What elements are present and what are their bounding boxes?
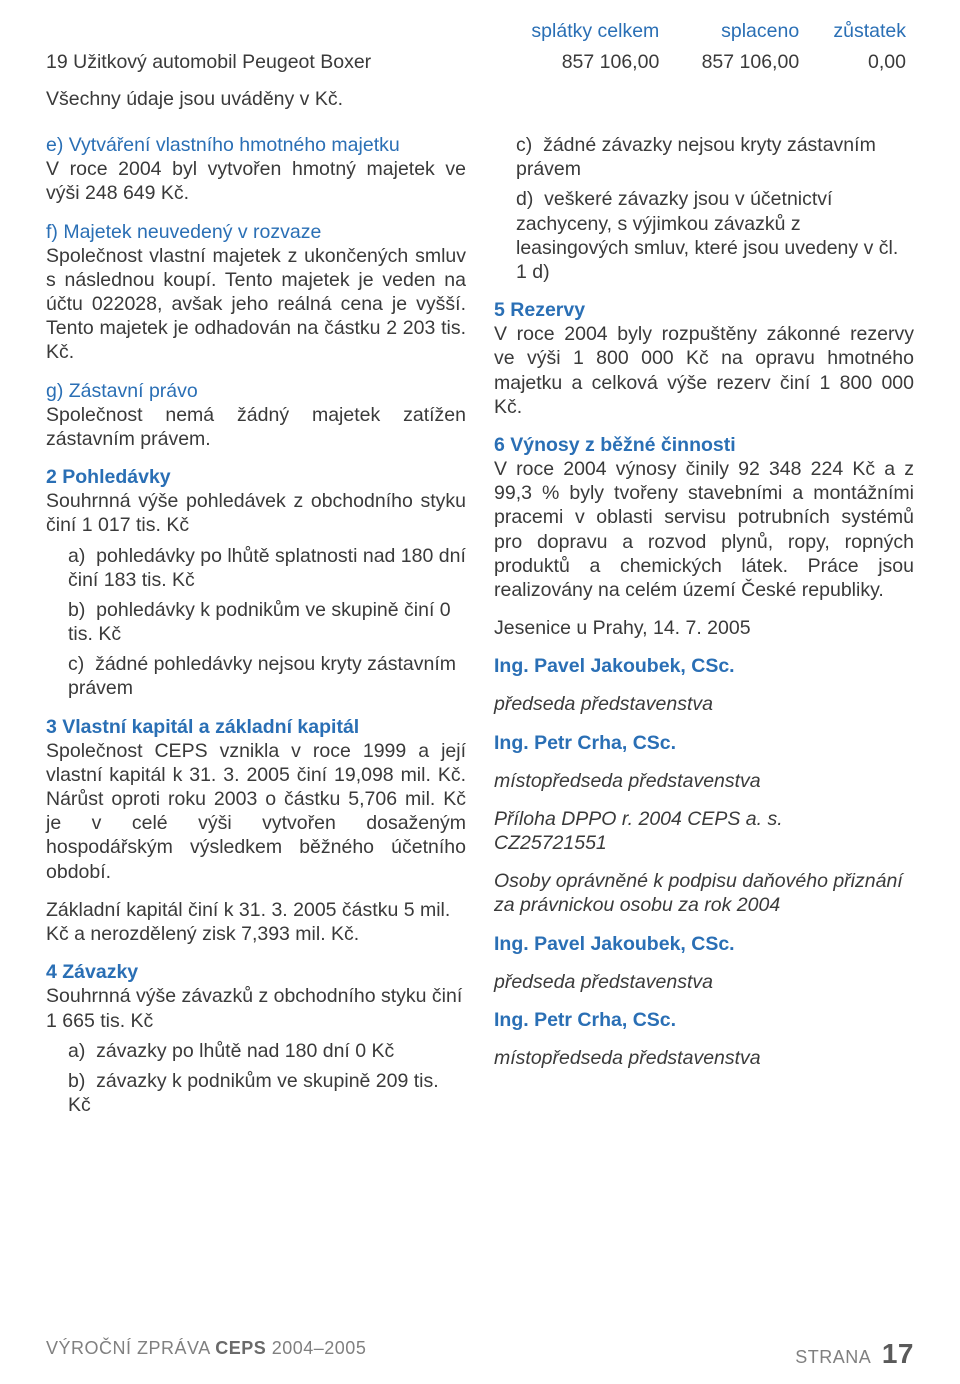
list-item: a) závazky po lhůtě nad 180 dní 0 Kč — [68, 1039, 466, 1063]
footer-right: STRANA 17 — [795, 1338, 914, 1370]
signatory-1-name: Ing. Pavel Jakoubek, CSc. — [494, 654, 914, 678]
section-3-body2: Základní kapitál činí k 31. 3. 2005 část… — [46, 898, 466, 946]
summary-table: splátky celkem splaceno zůstatek 19 Užit… — [46, 16, 914, 78]
section-4-list: a) závazky po lhůtě nad 180 dní 0 Kč b) … — [46, 1039, 466, 1118]
section-5-head: 5 Rezervy — [494, 299, 585, 321]
section-3-head: 3 Vlastní kapitál a základní kapitál — [46, 716, 359, 738]
section-5: 5 Rezervy V roce 2004 byly rozpuštěny zá… — [494, 298, 914, 419]
th-splatky: splátky celkem — [487, 16, 667, 47]
section-3-body1: Společnost CEPS vznikla v roce 1999 a je… — [46, 740, 466, 883]
list-item: c) žádné pohledávky nejsou kryty zástavn… — [68, 652, 466, 700]
signatory-1-role: předseda představenstva — [494, 692, 914, 716]
section-f-body: Společnost vlastní majetek z ukončených … — [46, 245, 466, 364]
two-column-layout: e) Vytváření vlastního hmotného majetku … — [46, 133, 914, 1123]
footer-left: VÝROČNÍ ZPRÁVA CEPS 2004–2005 — [46, 1338, 366, 1370]
list-item: a) pohledávky po lhůtě splatnosti nad 18… — [68, 544, 466, 592]
signatory-3-role: předseda představenstva — [494, 970, 914, 994]
section-g: g) Zástavní právo Společnost nemá žádný … — [46, 379, 466, 452]
td-zustatek: 0,00 — [807, 47, 914, 78]
section-2-list: a) pohledávky po lhůtě splatnosti nad 18… — [46, 544, 466, 701]
footer-page-number: 17 — [882, 1338, 914, 1369]
place-date: Jesenice u Prahy, 14. 7. 2005 — [494, 616, 914, 640]
section-g-body: Společnost nemá žádný majetek zatížen zá… — [46, 404, 466, 450]
attachment-line: Příloha DPPO r. 2004 CEPS a. s. — [494, 807, 914, 831]
list-item: b) závazky k podnikům ve skupině 209 tis… — [68, 1069, 466, 1117]
attachment-id: CZ25721551 — [494, 831, 914, 855]
section-2-head: 2 Pohledávky — [46, 466, 171, 488]
section-e: e) Vytváření vlastního hmotného majetku … — [46, 133, 466, 206]
th-zustatek: zůstatek — [807, 16, 914, 47]
td-item: 19 Užitkový automobil Peugeot Boxer — [46, 47, 487, 78]
left-column: e) Vytváření vlastního hmotného majetku … — [46, 133, 466, 1123]
section-f-head: f) Majetek neuvedený v rozvaze — [46, 221, 321, 243]
section-3: 3 Vlastní kapitál a základní kapitál Spo… — [46, 715, 466, 884]
signatory-2-name: Ing. Petr Crha, CSc. — [494, 731, 914, 755]
section-6-head: 6 Výnosy z běžné činnosti — [494, 434, 736, 456]
section-e-body: V roce 2004 byl vytvořen hmotný majetek … — [46, 158, 466, 204]
signatory-3-name: Ing. Pavel Jakoubek, CSc. — [494, 932, 914, 956]
td-splatky: 857 106,00 — [487, 47, 667, 78]
table-row: 19 Užitkový automobil Peugeot Boxer 857 … — [46, 47, 914, 78]
list-item: b) pohledávky k podnikům ve skupině činí… — [68, 598, 466, 646]
section-f: f) Majetek neuvedený v rozvaze Společnos… — [46, 220, 466, 365]
signatory-4-name: Ing. Petr Crha, CSc. — [494, 1008, 914, 1032]
currency-note: Všechny údaje jsou uváděny v Kč. — [46, 88, 914, 111]
footer-page-label: STRANA — [795, 1347, 870, 1367]
section-2-body: Souhrnná výše pohledávek z obchodního st… — [46, 490, 466, 536]
section-4-list-cont: c) žádné závazky nejsou kryty zástavním … — [494, 133, 914, 284]
section-6: 6 Výnosy z běžné činnosti V roce 2004 vý… — [494, 433, 914, 602]
section-4: 4 Závazky Souhrnná výše závazků z obchod… — [46, 960, 466, 1033]
right-column: c) žádné závazky nejsou kryty zástavním … — [494, 133, 914, 1123]
page-footer: VÝROČNÍ ZPRÁVA CEPS 2004–2005 STRANA 17 — [46, 1338, 914, 1370]
th-empty — [46, 16, 487, 47]
footer-title-plain: VÝROČNÍ ZPRÁVA — [46, 1338, 215, 1358]
section-6-body: V roce 2004 výnosy činily 92 348 224 Kč … — [494, 458, 914, 601]
section-2: 2 Pohledávky Souhrnná výše pohledávek z … — [46, 465, 466, 538]
list-item: d) veškeré závazky jsou v účetnictví zac… — [516, 187, 914, 284]
section-g-head: g) Zástavní právo — [46, 380, 198, 402]
td-splaceno: 857 106,00 — [667, 47, 807, 78]
page-content: splátky celkem splaceno zůstatek 19 Užit… — [0, 0, 960, 1123]
th-splaceno: splaceno — [667, 16, 807, 47]
signatory-4-role: místopředseda představenstva — [494, 1046, 914, 1070]
footer-year: 2004–2005 — [272, 1338, 367, 1358]
section-4-body: Souhrnná výše závazků z obchodního styku… — [46, 985, 462, 1031]
section-5-body: V roce 2004 byly rozpuštěny zákonné reze… — [494, 323, 914, 418]
list-item: c) žádné závazky nejsou kryty zástavním … — [516, 133, 914, 181]
authorized-persons: Osoby oprávněné k podpisu daňového přizn… — [494, 869, 914, 917]
table-header-row: splátky celkem splaceno zůstatek — [46, 16, 914, 47]
footer-title-bold: CEPS — [215, 1338, 272, 1358]
section-4-head: 4 Závazky — [46, 961, 138, 983]
signatory-2-role: místopředseda představenstva — [494, 769, 914, 793]
section-e-head: e) Vytváření vlastního hmotného majetku — [46, 134, 400, 156]
